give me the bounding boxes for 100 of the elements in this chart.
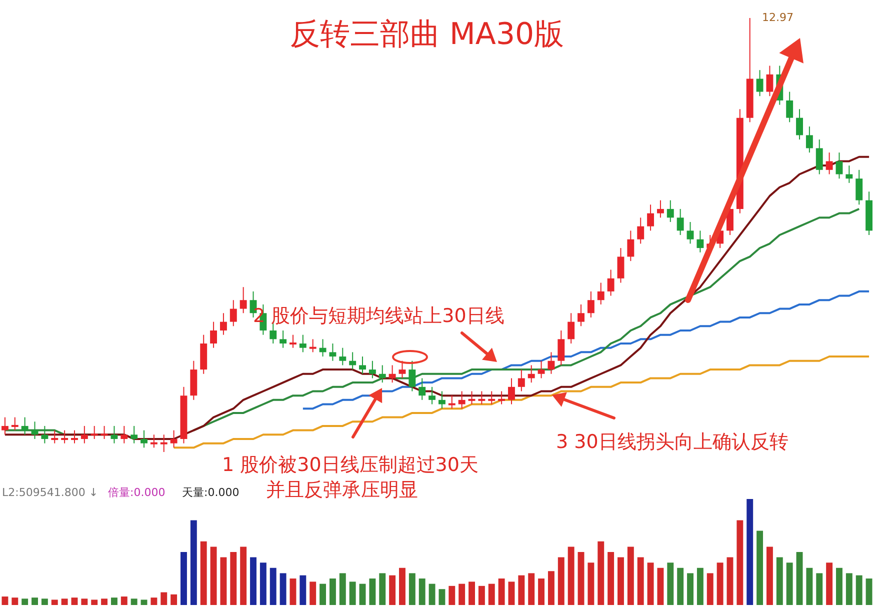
bar bbox=[399, 568, 406, 605]
candlestick bbox=[100, 425, 108, 440]
candlestick bbox=[488, 390, 496, 405]
candlestick bbox=[826, 152, 833, 175]
bar bbox=[310, 582, 316, 605]
bar bbox=[816, 573, 823, 605]
bar bbox=[706, 573, 714, 605]
bar bbox=[170, 594, 178, 605]
candlestick bbox=[240, 286, 247, 314]
chart-title: 反转三部曲 MA30版 bbox=[290, 17, 564, 52]
annotation: 并且反弹承压明显 bbox=[266, 479, 418, 502]
annotation: 3 30日线拐头向上确认反转 bbox=[556, 431, 788, 454]
bar bbox=[687, 573, 694, 605]
bar bbox=[210, 546, 217, 605]
candlestick bbox=[160, 434, 168, 452]
annotation: 倍量:0.000 bbox=[108, 486, 166, 500]
bar bbox=[826, 562, 833, 605]
bar bbox=[359, 584, 366, 605]
candlestick bbox=[468, 390, 476, 405]
annotation: L2:509541.800 ↓ bbox=[2, 486, 98, 500]
bar bbox=[498, 578, 505, 605]
bar bbox=[448, 586, 456, 605]
bar bbox=[61, 598, 68, 605]
candlestick bbox=[11, 416, 18, 431]
candlestick bbox=[71, 430, 78, 444]
bar bbox=[250, 557, 256, 605]
bar bbox=[130, 598, 138, 605]
bar bbox=[160, 592, 168, 605]
bar bbox=[110, 598, 118, 605]
bar bbox=[518, 575, 525, 605]
bar bbox=[349, 582, 356, 605]
candlestick bbox=[498, 390, 506, 405]
bar bbox=[280, 573, 286, 605]
bar bbox=[836, 568, 842, 605]
bar bbox=[339, 573, 346, 605]
bar bbox=[647, 562, 654, 605]
bar bbox=[846, 573, 852, 605]
candlestick bbox=[578, 304, 584, 327]
bar bbox=[2, 596, 8, 605]
candlestick bbox=[90, 425, 98, 440]
bar bbox=[290, 578, 296, 605]
bar bbox=[746, 499, 754, 605]
bar bbox=[389, 575, 396, 605]
bar bbox=[140, 600, 148, 605]
bar bbox=[329, 578, 336, 605]
bar bbox=[379, 573, 386, 605]
bar bbox=[270, 568, 276, 605]
bar bbox=[696, 568, 704, 605]
bar bbox=[508, 582, 515, 605]
bar bbox=[120, 596, 128, 605]
candlestick bbox=[290, 334, 296, 348]
bar bbox=[598, 541, 604, 605]
bar bbox=[558, 557, 564, 605]
candlestick bbox=[150, 434, 158, 448]
bar bbox=[548, 571, 554, 605]
bar bbox=[776, 557, 783, 605]
text: 1 股价被30日线压制超过30天 bbox=[222, 454, 478, 477]
bar bbox=[81, 598, 88, 605]
bar bbox=[41, 598, 48, 605]
bar bbox=[418, 578, 426, 605]
bar bbox=[766, 546, 773, 605]
candlestick bbox=[518, 369, 525, 392]
bar bbox=[578, 552, 584, 605]
bar bbox=[608, 552, 614, 605]
bar bbox=[200, 541, 207, 605]
bar bbox=[637, 557, 644, 605]
annotation: 12.97 bbox=[762, 11, 794, 25]
bar bbox=[438, 589, 446, 605]
bar bbox=[71, 598, 78, 605]
bar bbox=[408, 573, 416, 605]
bar bbox=[538, 578, 545, 605]
bar bbox=[618, 557, 624, 605]
bar bbox=[796, 552, 803, 605]
bar bbox=[320, 584, 326, 605]
bar bbox=[220, 557, 227, 605]
bar bbox=[91, 600, 98, 605]
bar bbox=[458, 584, 466, 605]
candlestick bbox=[478, 390, 486, 405]
bar bbox=[51, 600, 58, 605]
bar bbox=[736, 520, 744, 605]
candlestick bbox=[51, 430, 58, 444]
bar bbox=[756, 530, 764, 605]
bar bbox=[300, 575, 306, 605]
bar bbox=[12, 598, 18, 605]
bar bbox=[260, 562, 266, 605]
bar bbox=[856, 575, 862, 605]
bar bbox=[528, 573, 535, 605]
candlestick bbox=[61, 430, 68, 444]
bar bbox=[627, 546, 634, 605]
bar bbox=[240, 546, 247, 605]
candlestick bbox=[448, 395, 456, 410]
bar bbox=[677, 568, 684, 605]
bar bbox=[588, 562, 594, 605]
bar bbox=[369, 578, 376, 605]
bar bbox=[667, 562, 674, 605]
bar bbox=[716, 562, 724, 605]
candlestick bbox=[309, 338, 316, 353]
bar bbox=[488, 584, 495, 605]
bar bbox=[190, 520, 197, 605]
bar bbox=[866, 578, 872, 605]
